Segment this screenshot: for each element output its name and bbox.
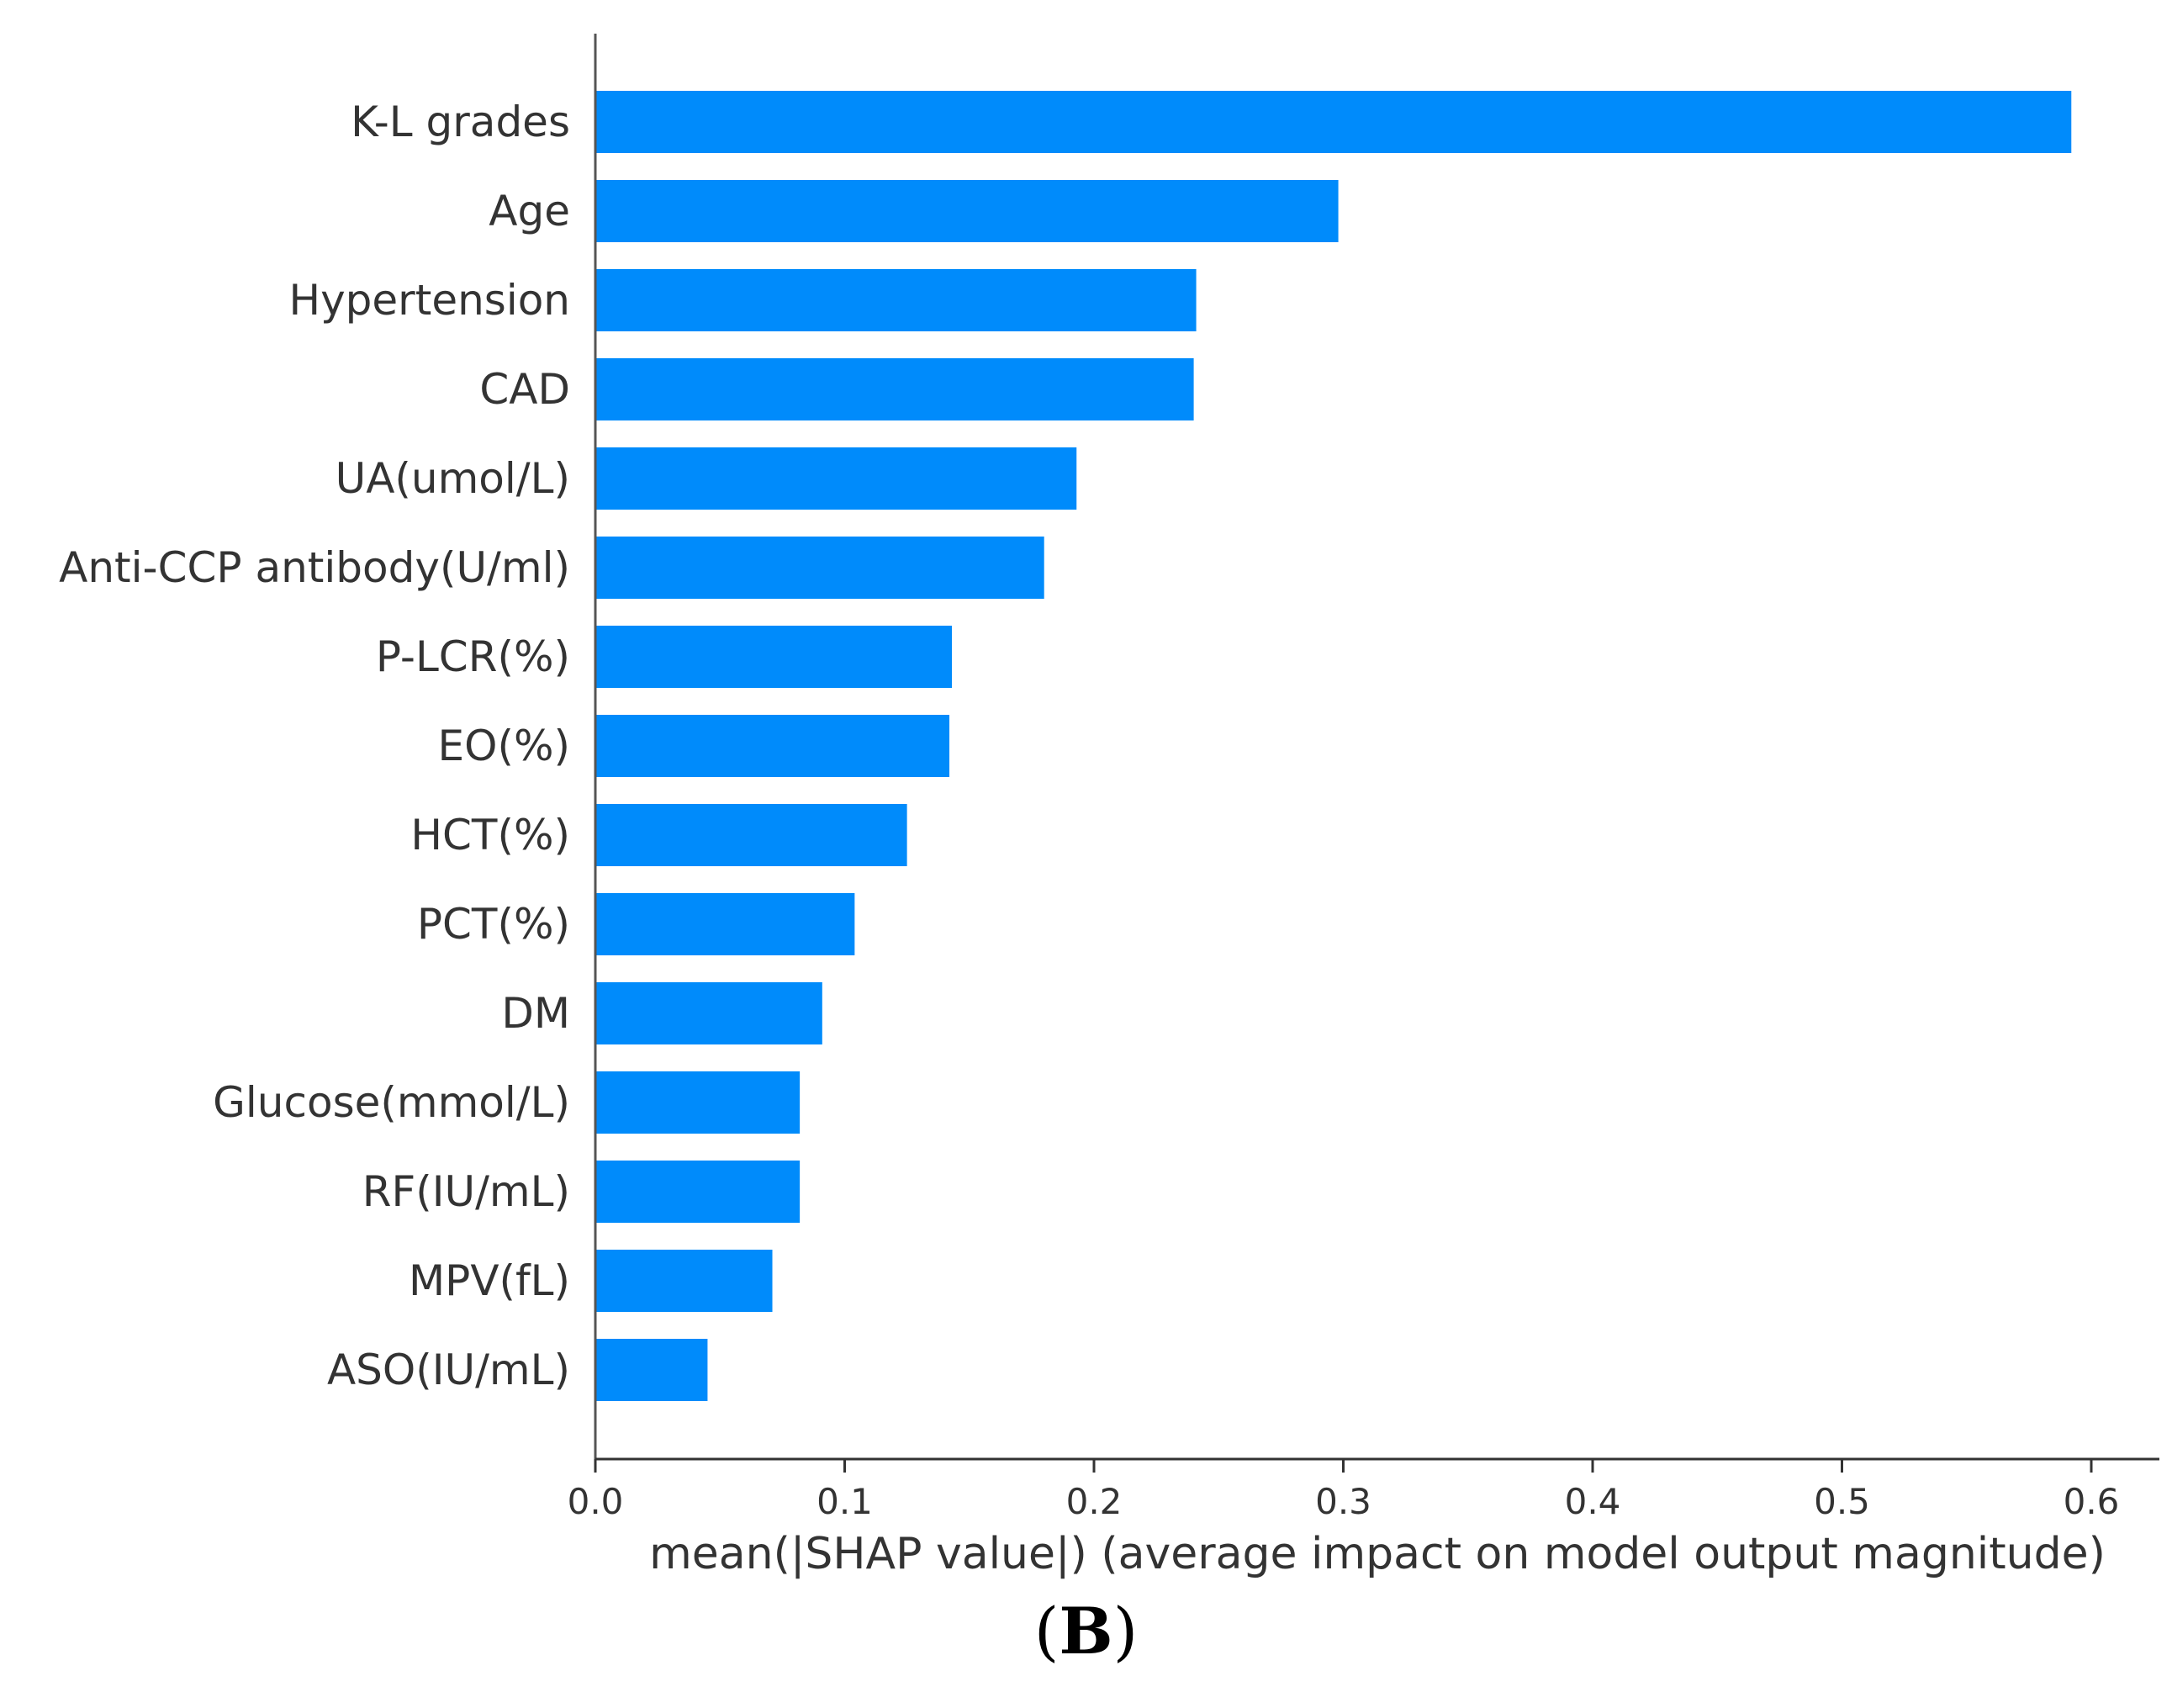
bar-13 (595, 1250, 773, 1312)
y-tick-label: RF(IU/mL) (362, 1167, 570, 1216)
y-tick-label: HCT(%) (410, 811, 570, 859)
bar-9 (595, 893, 855, 955)
y-tick-label: CAD (479, 365, 570, 414)
bars-layer (595, 91, 2072, 1401)
bar-14 (595, 1339, 708, 1401)
y-tick-label: MPV(fL) (409, 1256, 570, 1305)
x-axis-label: mean(|SHAP value|) (average impact on mo… (649, 1529, 2106, 1579)
bar-3 (595, 358, 1194, 420)
y-tick-label: PCT(%) (417, 900, 570, 949)
x-tick-label: 0.4 (1565, 1481, 1621, 1522)
y-tick-label: ASO(IU/mL) (327, 1346, 570, 1394)
x-tick-label: 0.3 (1315, 1481, 1371, 1522)
panel-label: (B) (0, 1594, 2172, 1668)
bar-6 (595, 626, 952, 688)
y-tick-label: Age (489, 187, 570, 235)
y-tick-label: DM (501, 989, 570, 1038)
y-tick-label: Hypertension (288, 276, 570, 325)
bar-0 (595, 91, 2072, 153)
y-tick-label: UA(umol/L) (336, 454, 570, 503)
bar-4 (595, 447, 1077, 510)
x-tick-label: 0.6 (2064, 1481, 2120, 1522)
bar-10 (595, 982, 822, 1044)
bar-5 (595, 537, 1044, 599)
x-tick-label: 0.0 (568, 1481, 624, 1522)
x-tick-label: 0.5 (1814, 1481, 1870, 1522)
panel-label-letter: B (1059, 1594, 1113, 1668)
bar-7 (595, 715, 950, 777)
bar-11 (595, 1071, 801, 1134)
y-tick-label: Glucose(mmol/L) (213, 1078, 570, 1127)
bar-1 (595, 180, 1339, 242)
y-tick-label: K-L grades (351, 98, 570, 146)
bar-2 (595, 269, 1197, 331)
x-tick-label: 0.2 (1066, 1481, 1123, 1522)
bar-12 (595, 1161, 801, 1223)
panel-label-close-paren: ) (1112, 1594, 1139, 1668)
x-tick-label: 0.1 (816, 1481, 873, 1522)
x-ticks: 0.0 0.1 0.2 0.3 0.4 0.5 0.6 (568, 1459, 2120, 1522)
panel-label-open-paren: ( (1033, 1594, 1060, 1668)
y-tick-label: P-LCR(%) (376, 632, 570, 681)
y-tick-label: Anti-CCP antibody(U/ml) (59, 543, 570, 592)
y-tick-labels: K-L grades Age Hypertension CAD UA(umol/L) An… (59, 98, 570, 1394)
y-tick-label: EO(%) (438, 722, 570, 770)
bar-8 (595, 804, 907, 866)
